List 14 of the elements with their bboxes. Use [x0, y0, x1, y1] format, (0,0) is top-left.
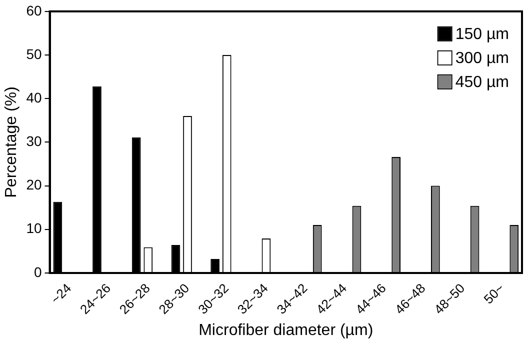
x-tick-label: ~24	[48, 280, 74, 307]
y-tick-label: 20	[26, 176, 42, 193]
x-tick-label: 50~	[480, 280, 508, 307]
x-axis-title: Microfiber diameter (µm)	[198, 322, 374, 339]
legend-label: 150 µm	[455, 26, 509, 43]
y-tick-label: 10	[26, 220, 42, 236]
y-tick-label: 0	[34, 264, 42, 280]
y-axis-title: Percentage (%)	[3, 86, 20, 198]
legend-label: 450 µm	[455, 74, 509, 91]
y-tick-label: 40	[26, 89, 42, 106]
legend-label: 300 µm	[455, 50, 509, 67]
y-tick-label: 50	[26, 46, 42, 62]
y-tick-label: 30	[26, 133, 42, 150]
y-tick-label: 60	[26, 2, 42, 18]
